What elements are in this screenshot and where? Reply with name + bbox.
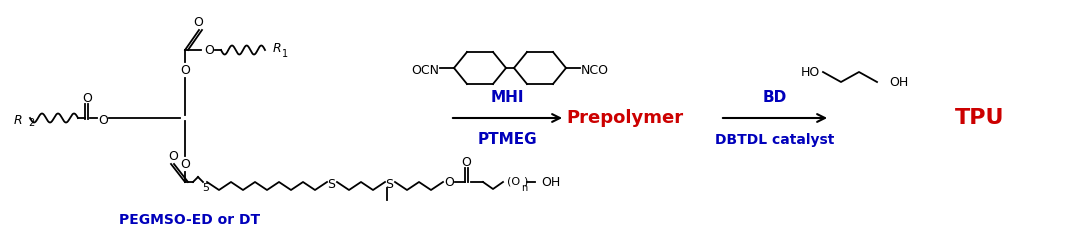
Text: DBTDL catalyst: DBTDL catalyst <box>715 133 835 147</box>
Text: O: O <box>461 155 471 169</box>
Text: PEGMSO-ED or DT: PEGMSO-ED or DT <box>120 213 261 227</box>
Text: ): ) <box>523 177 527 187</box>
Text: TPU: TPU <box>955 108 1004 128</box>
Text: S: S <box>327 178 335 190</box>
Text: O: O <box>193 15 203 29</box>
Text: 2: 2 <box>28 118 35 128</box>
Text: OH: OH <box>889 75 909 89</box>
Text: n: n <box>521 183 527 193</box>
Text: O: O <box>168 150 178 164</box>
Text: O: O <box>204 44 214 56</box>
Text: 1: 1 <box>282 49 288 59</box>
Text: Prepolymer: Prepolymer <box>566 109 684 127</box>
Text: MHI: MHI <box>490 90 524 105</box>
Text: R: R <box>273 41 282 55</box>
Text: PTMEG: PTMEG <box>477 133 537 148</box>
Text: S: S <box>385 178 393 190</box>
Text: HO: HO <box>800 65 820 79</box>
Text: O: O <box>445 175 454 188</box>
Text: OCN: OCN <box>411 64 439 76</box>
Text: O: O <box>180 158 190 170</box>
Text: (O: (O <box>507 177 520 187</box>
Text: O: O <box>180 64 190 76</box>
Text: O: O <box>98 114 108 127</box>
Text: OH: OH <box>541 175 560 188</box>
Text: R: R <box>13 114 22 127</box>
Text: NCO: NCO <box>580 64 609 76</box>
Text: 5: 5 <box>202 183 210 193</box>
Text: O: O <box>82 91 92 104</box>
Text: BD: BD <box>763 90 787 105</box>
